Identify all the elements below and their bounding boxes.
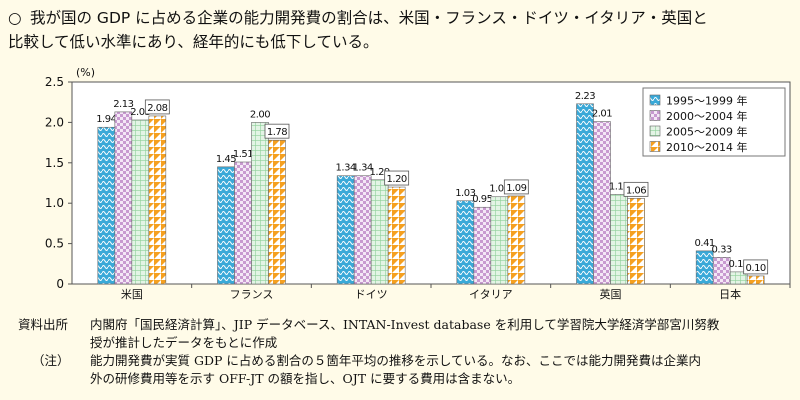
bar: [507, 195, 526, 285]
data-label-box: [743, 259, 769, 275]
bar: [251, 122, 269, 285]
legend-swatch: [649, 94, 661, 106]
data-label: 0.10: [746, 263, 766, 274]
data-label: 1.94: [96, 114, 116, 125]
data-label-box: [144, 99, 170, 115]
data-label-box: [384, 170, 410, 186]
category-label: 日本: [719, 287, 741, 301]
bar: [593, 121, 611, 285]
bar: [746, 275, 765, 285]
legend-label: 2005～2009 年: [666, 125, 748, 139]
legend-swatch: [649, 110, 661, 121]
data-label: 2.03: [130, 107, 150, 118]
legend-label: 2010～2014 年: [666, 140, 748, 154]
data-label-box: [623, 181, 649, 197]
circle-marker: ○: [8, 9, 22, 27]
data-label-box: [503, 179, 529, 195]
y-axis-label: (%): [76, 66, 95, 79]
data-label: 0.15: [729, 259, 749, 270]
y-tick-label: 1.0: [45, 196, 64, 210]
data-label: 0.33: [712, 244, 732, 255]
data-label: 2.08: [147, 103, 167, 114]
category-label: イタリア: [469, 288, 513, 301]
heading-line: 比較して低い水準にあり、経年的にも低下している。: [8, 33, 379, 51]
bar: [217, 166, 235, 285]
bar: [114, 111, 133, 285]
bar: [473, 206, 492, 285]
y-tick-label: 2.5: [45, 75, 64, 89]
bar: [712, 257, 731, 285]
note-text: 能力開発費が実質 GDP に占める割合の５箇年平均の推移を示している。なお、ここ…: [90, 353, 701, 368]
data-label: 1.03: [455, 188, 475, 199]
bar: [490, 196, 509, 285]
bar-chart: (%) 0 0.5 1.0 1.5 2.0 2.5 1.94 2.132.032.08 1.45…: [45, 66, 791, 301]
bar: [370, 179, 389, 285]
bar: [148, 115, 167, 285]
category-label: ドイツ: [355, 288, 388, 301]
data-label: 1.34: [353, 163, 373, 174]
data-label: 0.41: [695, 238, 715, 249]
bar: [627, 198, 645, 285]
data-label: 1.78: [267, 127, 287, 138]
data-label: 1.51: [233, 149, 253, 160]
bar: [268, 139, 286, 285]
bar: [456, 200, 475, 285]
heading-line: 我が国の GDP に占める企業の能力開発費の割合は、米国・フランス・ドイツ・イタ…: [30, 9, 708, 27]
y-tick-label: 1.5: [45, 156, 64, 170]
legend-label: 1995～1999 年: [666, 94, 748, 108]
bar: [576, 103, 594, 285]
legend-swatch: [649, 141, 661, 152]
y-tick-label: 0: [56, 277, 64, 291]
bar: [610, 194, 628, 285]
notes: 資料出所 内閣府「国民経済計算」、JIP データベース、INTAN-Invest …: [18, 316, 719, 388]
data-label: 2.00: [250, 109, 270, 120]
data-label: 0.95: [472, 194, 492, 205]
legend: [642, 87, 786, 157]
category-label: 米国: [121, 288, 143, 301]
bar: [97, 126, 116, 285]
data-label: 1.08: [489, 184, 509, 195]
data-label: 2.23: [575, 91, 595, 102]
y-tick-label: 2.0: [45, 115, 64, 129]
source-text: 授が推計したデータをもとに作成: [90, 335, 278, 350]
source-label: 資料出所: [18, 317, 69, 332]
data-label: 1.06: [626, 185, 646, 196]
data-label: 1.09: [506, 183, 526, 194]
data-label: 1.29: [370, 167, 390, 178]
data-label: 1.34: [336, 163, 356, 174]
note-label: （注）: [32, 353, 70, 368]
note-text: 外の研修費用等を示す OFF-JT の額を指し、OJT に要する費用は含まない。: [90, 371, 521, 386]
bar: [234, 161, 252, 285]
bar: [695, 250, 714, 285]
data-label-box: [264, 123, 290, 139]
bar: [336, 175, 355, 285]
chart-heading: ○ 我が国の GDP に占める企業の能力開発費の割合は、米国・フランス・ドイツ・イ…: [8, 6, 708, 54]
bar: [131, 119, 150, 285]
source-text: 内閣府「国民経済計算」、JIP データベース、INTAN-Invest data…: [90, 317, 720, 332]
data-label: 1.20: [387, 174, 407, 185]
data-label: 1.11: [609, 181, 629, 192]
data-label: 2.13: [113, 99, 133, 110]
legend-swatch: [649, 125, 661, 137]
bar: [387, 186, 406, 285]
data-label: 2.01: [592, 109, 612, 120]
bar: [353, 175, 372, 285]
y-tick-label: 0.5: [45, 237, 64, 251]
category-label: フランス: [230, 288, 274, 301]
data-label: 1.45: [216, 154, 236, 165]
category-label: 英国: [600, 287, 622, 301]
legend-label: 2000～2004 年: [666, 109, 748, 123]
